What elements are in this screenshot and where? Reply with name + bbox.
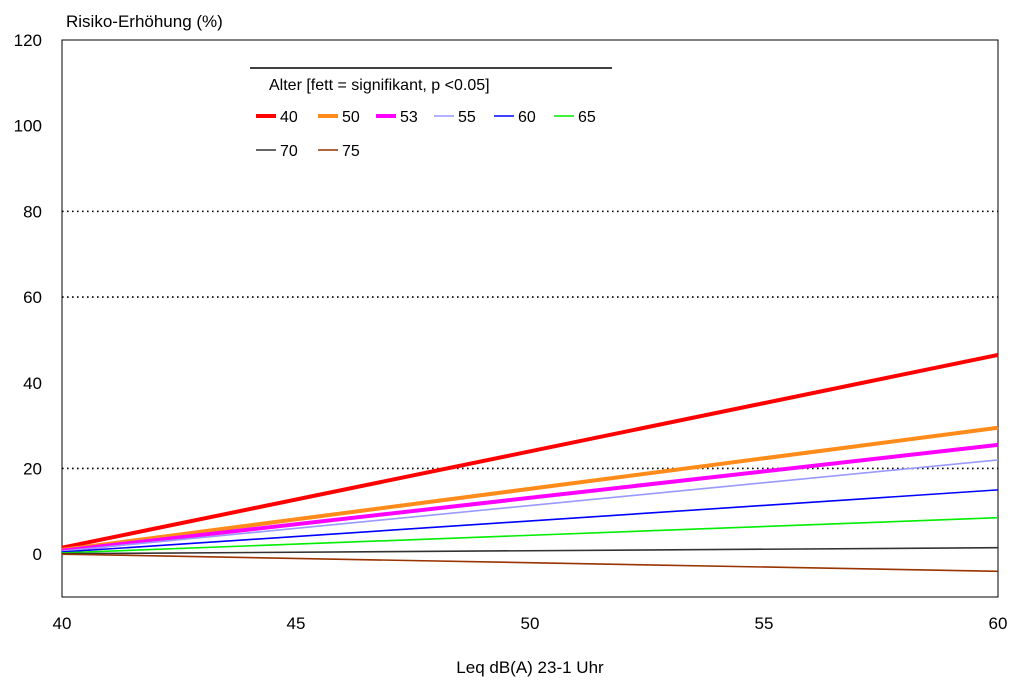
series-layer <box>61 352 999 573</box>
legend-item-75: 75 <box>318 143 360 160</box>
series-line-65 <box>61 516 999 554</box>
y-tick-label: 20 <box>23 459 42 478</box>
legend-label: 60 <box>518 109 536 126</box>
series-line-55 <box>61 459 999 552</box>
legend-label: 55 <box>458 109 476 126</box>
y-tick-label: 120 <box>14 31 42 50</box>
legend-label: 40 <box>280 109 298 126</box>
legend: Alter [fett = signifikant, p <0.05] 40 50… <box>250 67 612 160</box>
y-axis-label: Risiko-Erhöhung (%) <box>66 12 223 31</box>
legend-label: 65 <box>578 109 596 126</box>
legend-label: 70 <box>280 143 298 160</box>
y-tick-label: 60 <box>23 288 42 307</box>
legend-label: 75 <box>342 143 360 160</box>
legend-items: 40 50 53 55 60 65 70 75 <box>256 109 596 160</box>
x-ticks: 40 45 50 55 60 <box>53 614 1008 633</box>
y-tick-label: 80 <box>23 202 42 221</box>
legend-label: 50 <box>342 109 360 126</box>
x-tick-label: 55 <box>755 614 774 633</box>
series-line-70 <box>61 546 999 555</box>
legend-item-60: 60 <box>494 109 536 126</box>
series-line-40 <box>61 352 999 550</box>
series-line-75 <box>61 553 999 573</box>
series-line-60 <box>61 489 999 553</box>
y-tick-label: 0 <box>33 545 42 564</box>
legend-label: 53 <box>400 109 418 126</box>
y-tick-label: 40 <box>23 374 42 393</box>
x-axis-label: Leq dB(A) 23-1 Uhr <box>456 658 604 677</box>
y-tick-label: 100 <box>14 117 42 136</box>
x-tick-label: 40 <box>53 614 72 633</box>
legend-item-55: 55 <box>434 109 476 126</box>
x-tick-label: 50 <box>521 614 540 633</box>
x-tick-label: 45 <box>287 614 306 633</box>
legend-item-53: 53 <box>376 109 418 126</box>
x-tick-label: 60 <box>989 614 1008 633</box>
legend-item-70: 70 <box>256 143 298 160</box>
legend-item-40: 40 <box>256 109 298 126</box>
series-line-53 <box>61 442 999 553</box>
legend-title: Alter [fett = signifikant, p <0.05] <box>269 77 490 94</box>
y-ticks: 0 20 40 60 80 100 120 <box>14 31 42 564</box>
series-line-50 <box>61 425 999 552</box>
legend-item-50: 50 <box>318 109 360 126</box>
plot-frame <box>61 39 999 598</box>
grid <box>62 210 998 470</box>
legend-item-65: 65 <box>554 109 596 126</box>
